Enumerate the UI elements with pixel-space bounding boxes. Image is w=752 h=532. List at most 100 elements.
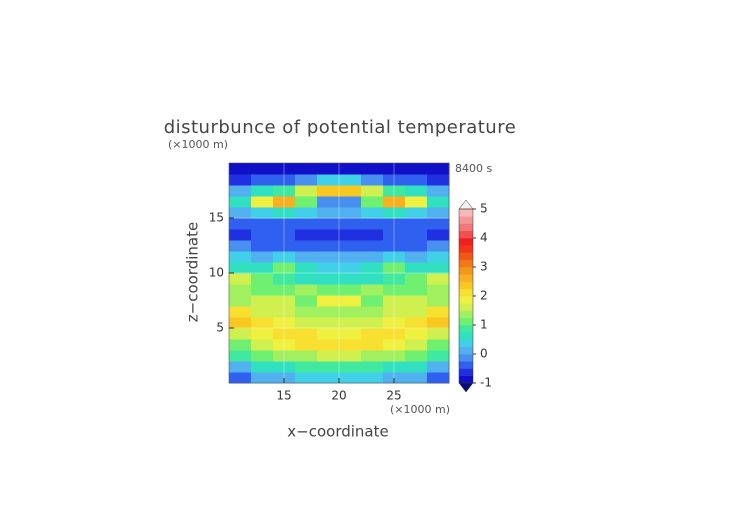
cell [251,240,274,252]
cell [361,306,384,318]
cell [295,251,318,263]
cell [317,163,340,175]
cell [295,306,318,318]
cell [361,229,384,241]
cell [229,284,252,296]
cell [251,218,274,230]
cell [273,273,296,285]
cell [427,273,450,285]
cell [361,240,384,252]
cell [317,273,340,285]
colorbar-band [459,267,473,275]
x-tick-label: 15 [276,389,291,403]
cell [251,284,274,296]
cell [273,284,296,296]
cell [273,218,296,230]
colorbar-band [459,325,473,333]
cell [405,174,428,186]
cell [251,262,274,274]
cell [405,196,428,208]
cell [405,218,428,230]
cell [229,229,252,241]
colorbar-band [459,238,473,246]
cell [317,361,340,373]
cell [361,196,384,208]
cell [251,350,274,362]
cell [339,207,362,219]
cell [251,163,274,175]
cell [339,350,362,362]
cell [295,163,318,175]
colorbar-band [459,216,473,224]
cell [405,328,428,340]
cell [295,317,318,329]
cell [295,273,318,285]
cell [383,361,406,373]
cell [273,174,296,186]
colorbar-band [459,375,473,384]
cell [361,328,384,340]
cell [317,174,340,186]
cell [251,207,274,219]
cell [383,207,406,219]
cell [229,339,252,351]
cell [339,284,362,296]
cell [405,372,428,384]
cell [339,306,362,318]
cell [405,262,428,274]
cell [339,251,362,263]
cell [251,306,274,318]
cell [339,174,362,186]
cell [273,295,296,307]
cell [317,185,340,197]
cell [383,273,406,285]
cell [273,196,296,208]
cell [427,218,450,230]
colorbar-band [459,209,473,217]
cell [273,306,296,318]
cell [273,207,296,219]
cell [361,295,384,307]
cell [339,240,362,252]
colorbar-band [459,274,473,282]
cell [295,284,318,296]
cell [251,328,274,340]
cell [295,218,318,230]
cell [427,207,450,219]
cell [317,218,340,230]
cell [295,262,318,274]
colorbar-band [459,339,473,348]
cell [273,361,296,373]
colorbar-band [459,252,473,261]
cell [339,229,362,241]
cell [273,317,296,329]
cell [229,185,252,197]
cell [339,273,362,285]
cell [427,350,450,362]
cell [229,328,252,340]
colorbar-tick-label: -1 [480,376,492,390]
cell [229,240,252,252]
cell [383,251,406,263]
cell [251,273,274,285]
cell [273,262,296,274]
cell [339,262,362,274]
cell [383,372,406,384]
cell [273,339,296,351]
cell [229,372,252,384]
cell [427,284,450,296]
cell [427,185,450,197]
cell [229,174,252,186]
cell [383,240,406,252]
cell [339,328,362,340]
cell [405,229,428,241]
cell [427,240,450,252]
cell [383,328,406,340]
cell [295,295,318,307]
cell [229,295,252,307]
time-label: 8400 s [455,162,492,175]
cell [295,372,318,384]
cell [317,229,340,241]
cell [229,361,252,373]
colorbar-band [459,303,473,311]
